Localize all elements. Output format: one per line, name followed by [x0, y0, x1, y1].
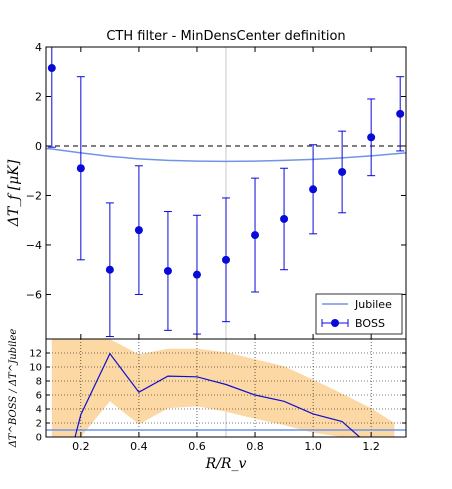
top-ylabel: ΔT_f [μK] — [6, 159, 22, 227]
jubilee-line — [46, 147, 406, 163]
boss-point-10 — [338, 167, 347, 176]
boss-point-5 — [192, 270, 201, 279]
legend-jubilee-label: Jubilee — [354, 298, 392, 311]
boss-point-11 — [367, 133, 376, 142]
boss-point-9 — [309, 185, 318, 194]
bottom-lines-layer — [46, 352, 406, 437]
bottom-axes-frame — [45, 338, 407, 438]
boss-point-7 — [251, 231, 260, 240]
bottom-ylabel: ΔT^BOSS / ΔT^Jubilee — [8, 329, 19, 449]
top-ytick-label-1: 2 — [35, 90, 42, 103]
top-ytick-label-0: 4 — [35, 41, 42, 54]
boss-point-0 — [47, 64, 56, 73]
bottom-ytick-label-5: 10 — [29, 363, 42, 374]
bottom-ytick-label-0: 0 — [36, 433, 42, 444]
top-lines-layer — [46, 47, 406, 338]
legend-box — [315, 293, 403, 335]
top-ytick-label-4: −4 — [26, 239, 42, 252]
bottom-xtick-label-3: 0.8 — [246, 440, 264, 453]
grid-layer — [46, 339, 406, 437]
bottom-ytick-label-3: 6 — [36, 391, 42, 402]
axes-layer — [45, 46, 407, 438]
boss-point-3 — [134, 226, 143, 235]
ratio-line — [74, 352, 360, 437]
bottom-xtick-label-1: 0.4 — [130, 440, 148, 453]
bottom-xlabel: R/R_v — [205, 456, 247, 472]
bottom-ytick-label-6: 12 — [29, 349, 42, 360]
boss-point-6 — [222, 255, 230, 264]
legend: Jubilee BOSS — [315, 293, 403, 335]
bottom-ytick-label-1: 2 — [36, 419, 42, 430]
top-ylabel-text: ΔT_f [μK] — [6, 159, 22, 227]
top-ytick-label-2: 0 — [35, 140, 42, 153]
legend-boss-swatch-marker — [331, 319, 339, 327]
boss-point-1 — [76, 164, 85, 173]
boss-point-12 — [396, 109, 405, 118]
top-ytick-label-5: −6 — [26, 288, 42, 301]
bottom-ytick-label-2: 4 — [36, 405, 42, 416]
marks-layer: 4 2 0 −2 −4 −6 0 2 4 6 8 10 12 0.2 0.4 0.6 0.8 1.0 1.2 — [26, 41, 380, 453]
chart-title: CTH filter - MinDensCenter definition — [106, 29, 345, 44]
bottom-xtick-label-5: 1.2 — [362, 440, 380, 453]
bottom-xtick-label-4: 1.0 — [304, 440, 322, 453]
boss-point-8 — [280, 214, 289, 223]
top-ytick-label-3: −2 — [26, 189, 42, 202]
boss-point-4 — [163, 266, 172, 275]
legend-boss-label: BOSS — [355, 317, 385, 330]
bottom-ylabel-text: ΔT^BOSS / ΔT^Jubilee — [8, 329, 19, 449]
bottom-xtick-label-2: 0.6 — [188, 440, 206, 453]
boss-point-2 — [105, 265, 114, 274]
bottom-ytick-label-4: 8 — [36, 377, 42, 388]
bottom-xtick-label-0: 0.2 — [72, 440, 90, 453]
